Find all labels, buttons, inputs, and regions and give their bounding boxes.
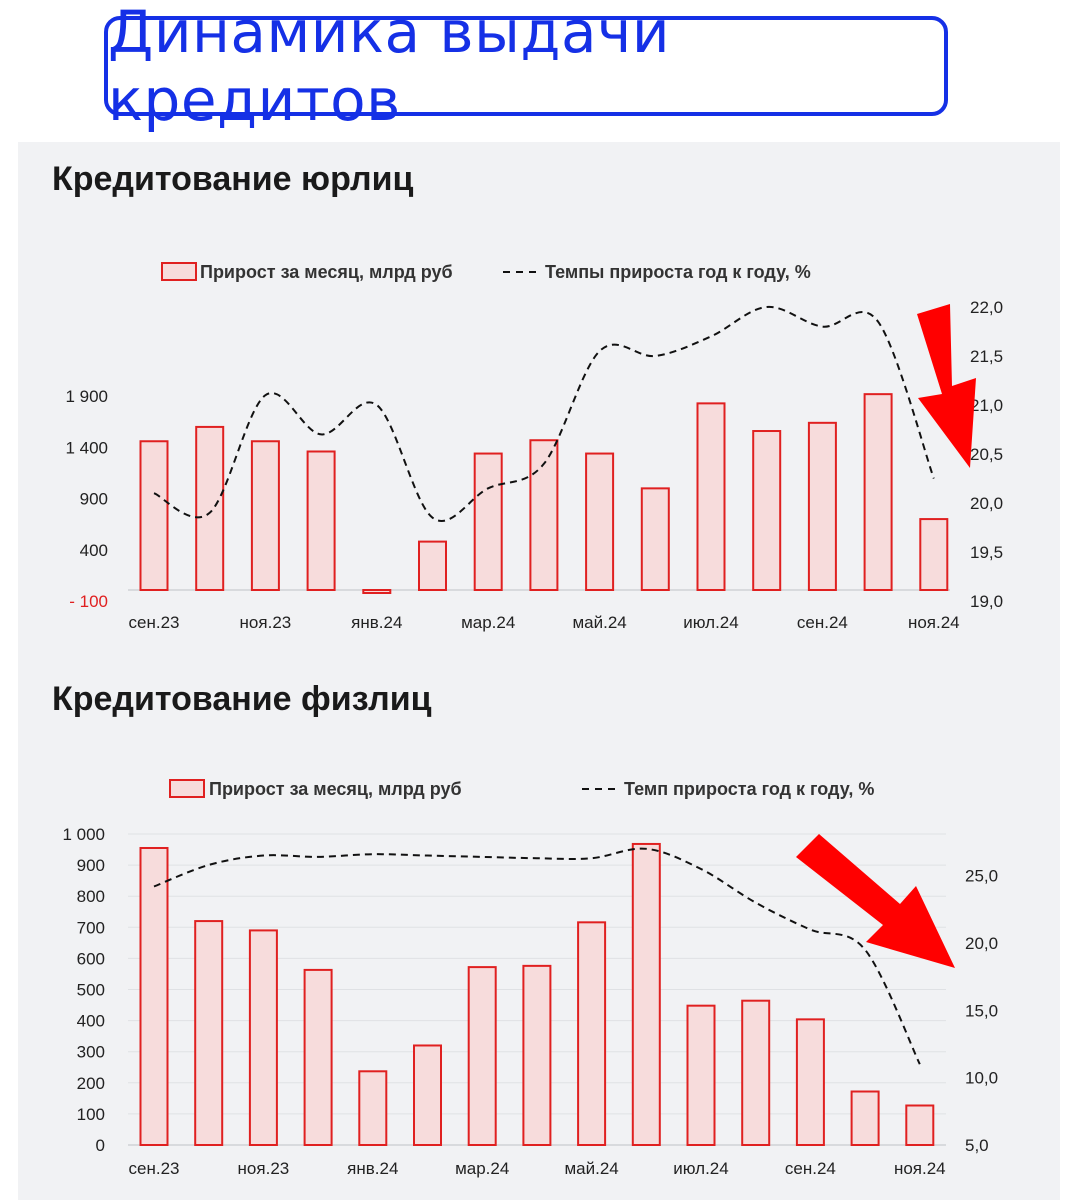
chart-2-x-tick-label: май.24 [564,1159,618,1178]
chart-2-bar [139,846,169,1146]
chart-1-x-tick-label: мар.24 [461,613,515,632]
chart-1-y-left-tick-label: 1 400 [65,438,108,457]
chart-2-bar [522,964,552,1147]
chart-2-bar [358,1070,388,1146]
chart-2-y-left-tick-label: 500 [77,981,105,1000]
chart-2-bar [413,1044,442,1146]
chart-1-red-arrow-icon [917,304,976,468]
chart-1-x-tick-label: сен.24 [797,613,848,632]
chart-1-bar [752,430,782,591]
chart-1-y-left-tick-label: 400 [80,541,108,560]
chart-1-y-right-tick-label: 20,5 [970,445,1003,464]
chart-2-red-arrow-icon [796,834,955,968]
chart-2-bar [194,920,224,1147]
chart-2-y-left-tick-label: 300 [77,1043,105,1062]
chart-2-y-left-tick-label: 200 [77,1074,105,1093]
chart-2-y-left-tick-label: 900 [77,856,105,875]
chart-1-bar [139,440,169,592]
chart-1-title: Кредитование юрлиц [52,160,414,198]
chart-2-x-tick-label: ноя.24 [894,1159,946,1178]
chart-1-bar [529,439,559,591]
chart-2-bar [577,921,607,1146]
chart-1-x-tick-label: ноя.24 [908,613,960,632]
page-title: Динамика выдачи кредитов [108,0,671,134]
chart-2-x-tick-label: мар.24 [455,1159,509,1178]
chart-1-bar [585,452,615,591]
chart-2-bar [303,968,333,1146]
chart-2-bar [905,1104,935,1147]
chart-2-series-line [153,847,921,1065]
chart-1-y-right-tick-label: 19,0 [970,592,1003,611]
chart-2-legend-bar-swatch [169,779,205,798]
chart-1-bar [919,518,949,592]
chart-2-y-left-tick-label: 700 [77,918,105,937]
chart-2-title: Кредитование физлиц [52,680,432,718]
chart-1-bar [807,421,837,591]
chart-1-x-tick-label: сен.23 [129,613,180,632]
chart-1-y-right-tick-label: 22,0 [970,298,1003,317]
chart-1-bar [250,440,280,592]
chart-2-bar [248,929,278,1146]
chart-1-x-tick-label: июл.24 [683,613,738,632]
chart-1-bar [306,450,336,591]
chart-1-bar [418,540,447,591]
chart-2-y-left-tick-label: 100 [77,1105,105,1124]
chart-1-y-right-tick-label: 19,5 [970,543,1003,562]
chart-2-y-right-tick-label: 20,0 [965,934,998,953]
chart-1-bar [696,402,726,592]
chart-1-y-left-tick-label: - 100 [69,592,108,611]
chart-2-x-tick-label: июл.24 [673,1159,728,1178]
chart-1-bar [473,452,503,591]
chart-2-legend-bar-label: Прирост за месяц, млрд руб [209,779,462,799]
chart-2-bar [467,966,497,1146]
chart-1-y-right-tick-label: 20,0 [970,494,1003,513]
chart-2-y-left-tick-label: 800 [77,887,105,906]
chart-1-bar [640,487,670,591]
chart-1-y-left-tick-label: 900 [80,490,108,509]
chart-1-series-line [153,305,935,522]
chart-2-y-right-tick-label: 5,0 [965,1136,989,1155]
chart-2-bar [850,1090,880,1147]
chart-2-x-tick-label: сен.23 [129,1159,180,1178]
chart-2-bar [795,1018,825,1147]
chart-1-bar [362,589,392,594]
chart-1-bar [863,393,893,592]
chart-2-legend-line-label: Темп прироста год к году, % [624,779,874,799]
chart-2-y-left-tick-label: 600 [77,949,105,968]
chart-1-y-right-tick-label: 21,5 [970,347,1003,366]
chart-2-y-right-tick-label: 10,0 [965,1069,998,1088]
chart-1-x-tick-label: янв.24 [351,613,402,632]
chart-2-bar [686,1004,716,1146]
chart-2-y-right-tick-label: 15,0 [965,1001,998,1020]
chart-2-x-tick-label: сен.24 [785,1159,836,1178]
chart-1-x-tick-label: май.24 [572,613,626,632]
chart-2-y-right-tick-label: 25,0 [965,867,998,886]
chart-2-y-left-tick-label: 1 000 [62,825,105,844]
chart-1-legend-line-label: Темпы прироста год к году, % [545,262,811,282]
chart-1-bar [195,425,225,592]
chart-1-legend-bar-label: Прирост за месяц, млрд руб [200,262,453,282]
chart-1-y-right-tick-label: 21,0 [970,396,1003,415]
chart-2-bar [741,999,771,1146]
chart-2-x-tick-label: янв.24 [347,1159,398,1178]
chart-1-y-left-tick-label: 1 900 [65,387,108,406]
page-title-box: Динамика выдачи кредитов [104,0,948,134]
chart-1-legend-bar-swatch [161,262,197,281]
chart-2-x-tick-label: ноя.23 [238,1159,290,1178]
chart-2-y-left-tick-label: 0 [96,1136,105,1155]
chart-2-y-left-tick-label: 400 [77,1012,105,1031]
chart-2-bar [631,842,661,1147]
chart-1-x-tick-label: ноя.23 [240,613,292,632]
